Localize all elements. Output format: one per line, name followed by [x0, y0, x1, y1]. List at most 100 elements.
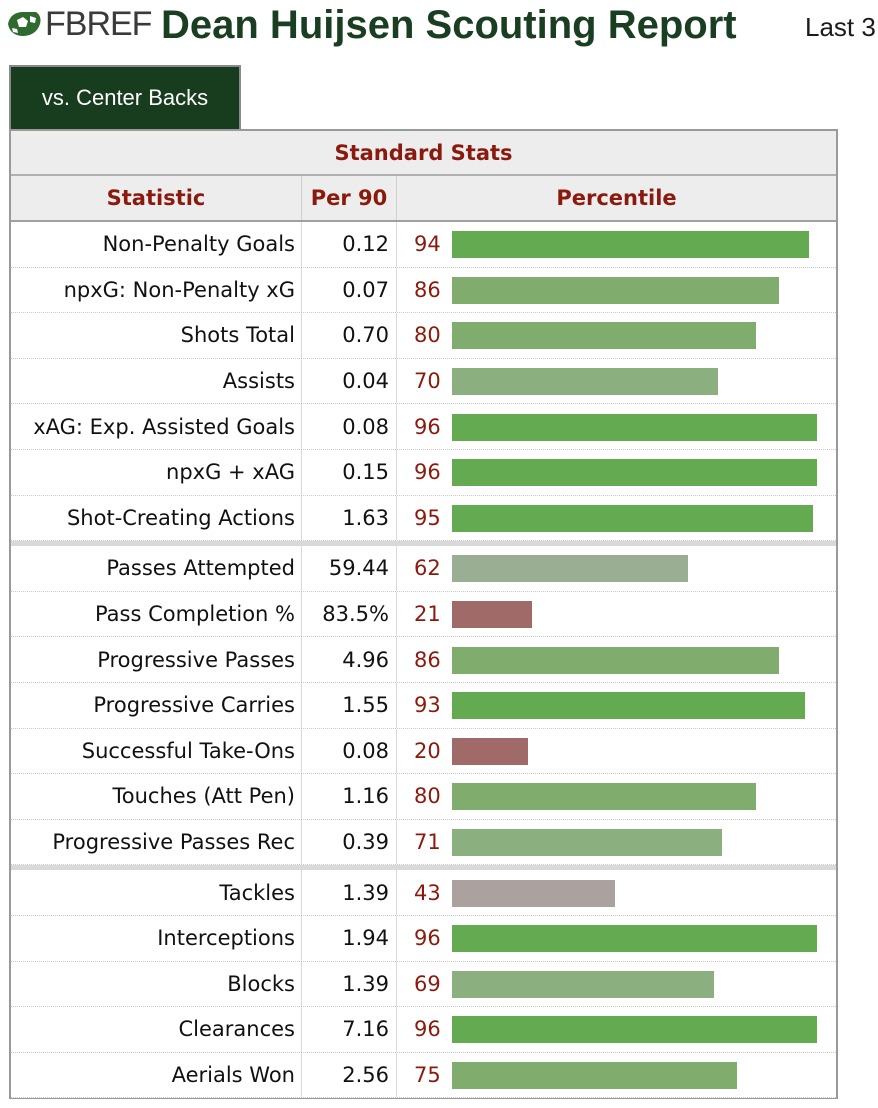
per90-value: 1.63	[302, 495, 397, 541]
per90-value: 0.08	[302, 728, 397, 774]
percentile-value: 96	[414, 1017, 441, 1042]
per90-value: 0.70	[302, 313, 397, 358]
percentile-bar	[452, 322, 756, 350]
table-row: Tackles 1.39 43	[11, 870, 836, 916]
group-separator	[11, 541, 836, 547]
per90-value: 1.94	[302, 916, 397, 961]
table-row: Clearances 7.16 96	[11, 1007, 836, 1053]
period-label[interactable]: Last 3	[805, 12, 876, 42]
percentile-bar	[452, 925, 817, 953]
percentile-value: 69	[414, 971, 441, 996]
percentile-bar	[452, 1062, 737, 1090]
stat-name[interactable]: Non-Penalty Goals	[11, 222, 302, 267]
stat-name[interactable]: Shots Total	[11, 313, 302, 358]
percentile-value: 86	[414, 647, 441, 672]
stat-name[interactable]: npxG: Non-Penalty xG	[11, 267, 302, 313]
percentile-value: 95	[414, 505, 441, 530]
per90-value: 2.56	[302, 1052, 397, 1098]
per90-value: 7.16	[302, 1007, 397, 1052]
per90-value: 1.55	[302, 683, 397, 728]
percentile-bar	[452, 646, 779, 674]
table-row: Assists 0.04 70	[11, 358, 836, 405]
percentile-bar	[452, 1016, 817, 1044]
logo-text: FBREF	[45, 5, 152, 43]
percentile-value: 62	[414, 556, 441, 581]
per90-value: 0.15	[302, 450, 397, 495]
soccer-ball-icon	[8, 12, 41, 36]
column-header-per90[interactable]: Per 90	[302, 176, 397, 220]
per90-value: 1.16	[302, 774, 397, 819]
stat-name[interactable]: npxG + xAG	[11, 450, 302, 495]
stat-name[interactable]: Touches (Att Pen)	[11, 774, 302, 819]
per90-value: 83.5%	[302, 591, 397, 637]
stat-name[interactable]: Progressive Passes	[11, 637, 302, 682]
table-row: xAG: Exp. Assisted Goals 0.08 96	[11, 404, 836, 450]
table-row: Shot-Creating Actions 1.63 95	[11, 495, 836, 542]
table-row: Non-Penalty Goals 0.12 94	[11, 222, 836, 268]
stat-name[interactable]: Assists	[11, 358, 302, 404]
per90-value: 0.39	[302, 819, 397, 865]
table-row: Shots Total 0.70 80	[11, 313, 836, 359]
percentile-bar	[452, 879, 615, 907]
percentile-value: 71	[414, 830, 441, 855]
per90-value: 1.39	[302, 961, 397, 1007]
per90-value: 0.12	[302, 222, 397, 267]
stat-name[interactable]: Tackles	[11, 870, 302, 915]
percentile-value: 86	[414, 277, 441, 302]
percentile-value: 94	[414, 232, 441, 257]
percentile-bar	[452, 970, 714, 998]
percentile-value: 93	[414, 693, 441, 718]
table-row: npxG + xAG 0.15 96	[11, 450, 836, 496]
table-row: Touches (Att Pen) 1.16 80	[11, 774, 836, 820]
table-row: Progressive Passes 4.96 86	[11, 637, 836, 683]
stat-name[interactable]: Progressive Passes Rec	[11, 819, 302, 865]
column-header-statistic[interactable]: Statistic	[11, 176, 302, 220]
stat-name[interactable]: Pass Completion %	[11, 591, 302, 637]
percentile-value: 70	[414, 369, 441, 394]
percentile-bar	[452, 276, 779, 304]
percentile-bar	[452, 368, 718, 396]
per90-value: 1.39	[302, 870, 397, 915]
stat-name[interactable]: Aerials Won	[11, 1052, 302, 1098]
section-title: Standard Stats	[11, 131, 836, 176]
tab-vs-center-backs[interactable]: vs. Center Backs	[9, 65, 241, 129]
stat-name[interactable]: Successful Take-Ons	[11, 728, 302, 774]
table-row: Progressive Passes Rec 0.39 71	[11, 819, 836, 866]
table-row: Aerials Won 2.56 75	[11, 1052, 836, 1099]
table-row: Progressive Carries 1.55 93	[11, 683, 836, 729]
column-header-percentile[interactable]: Percentile	[556, 186, 677, 210]
per90-value: 4.96	[302, 637, 397, 682]
group-separator	[11, 865, 836, 871]
percentile-bar	[452, 504, 813, 532]
per90-value: 0.07	[302, 267, 397, 313]
percentile-value: 21	[414, 602, 441, 627]
percentile-value: 80	[414, 323, 441, 348]
stat-name[interactable]: Progressive Carries	[11, 683, 302, 728]
table-row: Passes Attempted 59.44 62	[11, 546, 836, 592]
stat-name[interactable]: Shot-Creating Actions	[11, 495, 302, 541]
table-row: Blocks 1.39 69	[11, 961, 836, 1008]
stat-name[interactable]: Blocks	[11, 961, 302, 1007]
percentile-bar	[452, 692, 805, 720]
percentile-bar	[452, 601, 532, 629]
percentile-value: 43	[414, 880, 441, 905]
table-row: Pass Completion % 83.5% 21	[11, 591, 836, 638]
stat-name[interactable]: xAG: Exp. Assisted Goals	[11, 404, 302, 449]
fbref-logo[interactable]: FBREF	[6, 5, 152, 43]
scouting-table: Standard Stats Statistic Per 90 Percenti…	[9, 129, 838, 1099]
percentile-value: 96	[414, 414, 441, 439]
stat-name[interactable]: Interceptions	[11, 916, 302, 961]
percentile-bar	[452, 737, 528, 765]
stat-name[interactable]: Clearances	[11, 1007, 302, 1052]
stat-name[interactable]: Passes Attempted	[11, 546, 302, 591]
percentile-value: 20	[414, 738, 441, 763]
page-header: FBREF Dean Huijsen Scouting Report Last …	[0, 0, 878, 55]
per90-value: 0.04	[302, 358, 397, 404]
percentile-value: 96	[414, 460, 441, 485]
percentile-value: 96	[414, 926, 441, 951]
table-row: Interceptions 1.94 96	[11, 916, 836, 962]
percentile-bar	[452, 413, 817, 441]
percentile-value: 75	[414, 1063, 441, 1088]
per90-value: 59.44	[302, 546, 397, 591]
percentile-value: 80	[414, 784, 441, 809]
